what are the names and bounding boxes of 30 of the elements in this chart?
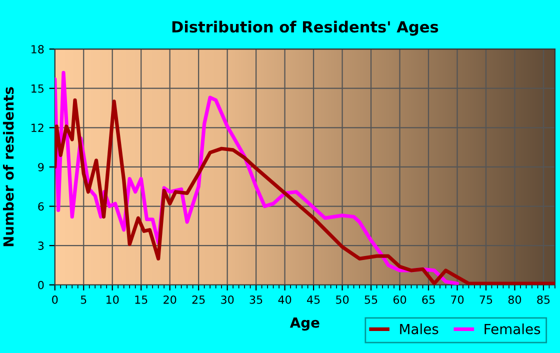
x-tick-label: 20	[164, 295, 176, 304]
x-tick-label: 45	[307, 296, 320, 304]
y-tick-label: 3	[38, 242, 44, 250]
y-axis-title: Number of residents	[2, 87, 14, 246]
x-axis-title: Age	[290, 317, 320, 331]
x-tick-label: 10	[106, 295, 119, 304]
x-tick-label: 0	[52, 295, 58, 304]
x-tick-label: 70	[451, 295, 464, 304]
y-tick-label: 6	[38, 202, 44, 211]
x-tick-label: 15	[135, 296, 148, 304]
x-tick-label: 5	[80, 296, 86, 304]
y-tick-label: 12	[32, 124, 44, 132]
y-tick-label: 9	[38, 162, 44, 172]
x-tick-label: 40	[278, 295, 292, 304]
y-tick-label: 18	[32, 45, 44, 54]
chart-title: Distribution of Residents' Ages	[172, 20, 438, 36]
y-tick-label: 0	[38, 280, 44, 290]
x-tick-label: 60	[393, 295, 406, 304]
x-tick-label: 80	[508, 295, 522, 304]
y-tick-label: 15	[32, 84, 44, 93]
x-tick-label: 55	[364, 296, 378, 304]
legend-label: Males	[400, 324, 438, 334]
x-tick-label: 75	[480, 296, 492, 304]
x-tick-label: 65	[422, 295, 435, 304]
x-tick-label: 85	[537, 295, 550, 304]
x-tick-label: 25	[192, 295, 205, 304]
x-tick-label: 50	[336, 295, 349, 304]
x-tick-label: 30	[221, 295, 234, 304]
legend-label: Females	[484, 324, 540, 334]
x-tick-label: 35	[250, 295, 262, 304]
